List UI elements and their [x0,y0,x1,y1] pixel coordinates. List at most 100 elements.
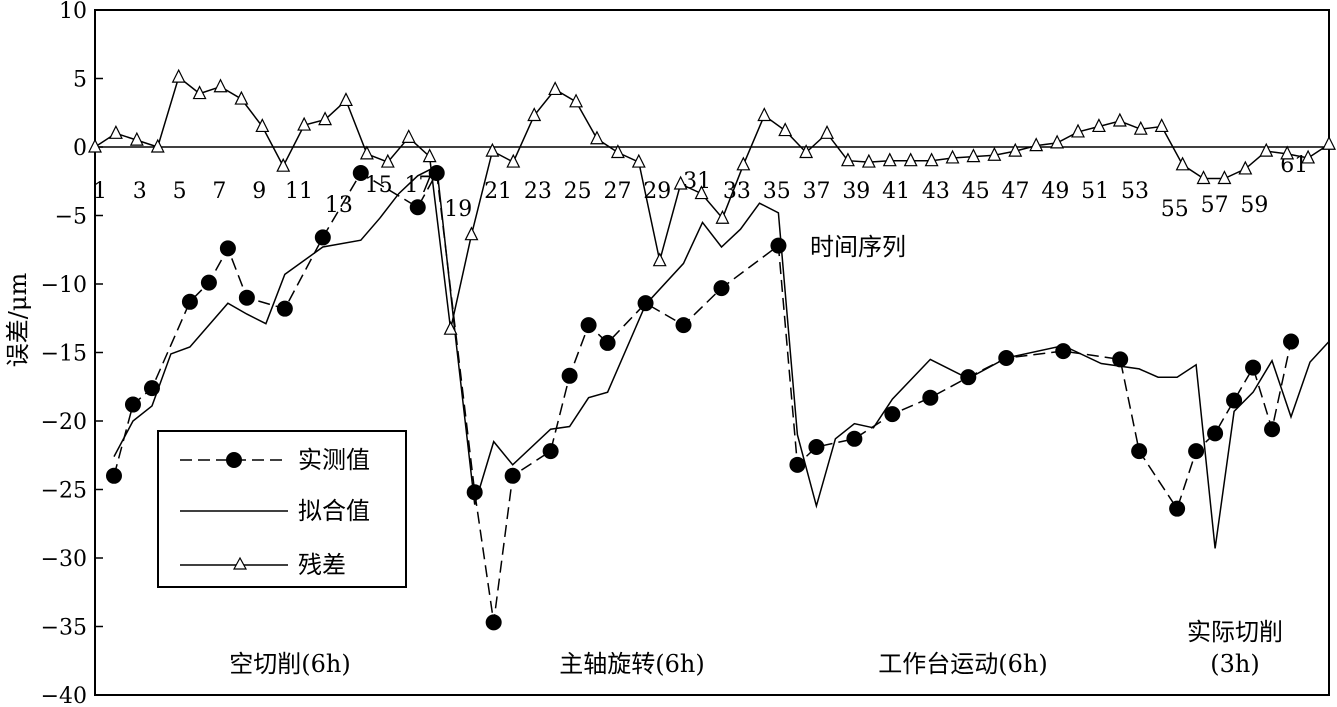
x-tick-label: 7 [212,179,226,204]
measured-point-17 [580,317,597,334]
measured-point-33 [1169,500,1186,517]
measured-point-37 [1245,359,1262,376]
residual-point-15 [401,129,416,144]
measured-point-19 [637,295,654,312]
legend-residual-marker [232,556,248,570]
x-tick-label: 39 [842,179,870,204]
residual-point-38 [882,152,897,167]
residual-point-57 [1280,145,1295,160]
x-tick-label: 57 [1201,193,1229,218]
y-tick-label: −40 [41,684,87,707]
measured-point-2 [143,380,160,397]
measured-point-12 [466,484,483,501]
x-tick-label: 59 [1240,193,1268,218]
x-tick-label: 15 [365,173,393,198]
residual-point-54 [1217,170,1232,185]
measured-point-13 [485,614,502,631]
residual-point-11 [318,111,333,126]
residual-point-25 [610,144,625,159]
residual-point-44 [1008,142,1023,157]
x-tick-label: 25 [564,179,592,204]
residual-point-49 [1112,112,1127,127]
region-label-actual-cutting: 实际切削 [1187,618,1283,646]
residual-point-41 [945,149,960,164]
residual-point-14 [380,153,395,168]
measured-point-9 [352,165,369,182]
measured-point-35 [1207,425,1224,442]
residual-point-59 [1322,135,1336,150]
measured-point-3 [181,293,198,310]
residual-point-24 [589,130,604,145]
residual-point-43 [987,146,1002,161]
x-tick-label: 1 [93,179,107,204]
residual-point-27 [652,252,667,267]
measured-point-7 [276,300,293,317]
residual-point-31 [736,156,751,171]
residual-point-46 [1050,134,1065,149]
y-axis: 10 5 0 −5 −10 −15 −20 −25 −30 −35 −40 [41,0,103,707]
measured-point-24 [808,439,825,456]
x-tick-label: 27 [603,179,631,204]
x-tick-label: 3 [133,179,147,204]
residual-point-13 [359,145,374,160]
x-tick-label: 17 [404,173,432,198]
residual-point-19 [485,142,500,157]
residual-point-7 [234,90,249,105]
residual-point-47 [1071,123,1085,138]
legend-box [157,430,407,588]
y-tick-label: −35 [41,616,87,641]
residual-point-23 [569,93,584,108]
measured-point-0 [105,467,122,484]
residual-point-40 [924,152,939,167]
residual-point-28 [673,175,688,190]
residual-point-21 [527,107,542,122]
x-tick-label: 45 [962,179,990,204]
x-tick-label: 37 [803,179,831,204]
residual-point-33 [778,122,793,137]
region-label-empty-cutting: 空切削(6h) [229,650,350,678]
measured-point-26 [884,406,901,423]
legend-measured-label: 实测值 [298,446,370,474]
residual-point-39 [903,152,918,167]
region-label-spindle-rotation: 主轴旋转(6h) [559,650,704,678]
measured-point-32 [1131,443,1148,460]
y-tick-label: −25 [41,479,87,504]
legend: 实测值 拟合值 残差 [157,430,407,588]
measured-point-39 [1283,333,1300,350]
residual-point-20 [506,153,521,168]
x-tick-label: 51 [1081,179,1109,204]
residual-point-52 [1175,156,1190,171]
measured-point-1 [124,396,141,413]
x-tick-label: 9 [252,179,266,204]
y-tick-label: −20 [41,410,87,435]
residual-point-29 [694,185,709,200]
residual-point-6 [213,78,228,93]
region-sublabel-actual-cutting: (3h) [1210,650,1259,678]
x-tick-label: 53 [1121,179,1149,204]
residual-point-51 [1154,118,1169,133]
x-tick-label: 47 [1002,179,1030,204]
residual-point-55 [1238,160,1253,175]
measured-point-27 [922,389,939,406]
x-tick-label: 19 [444,197,472,222]
residual-point-5 [192,85,207,100]
series-line-1 [113,165,1330,549]
residual-point-17 [443,320,458,335]
measured-point-15 [542,443,559,460]
measured-point-38 [1264,421,1281,438]
measured-point-5 [219,240,236,257]
residual-point-37 [861,153,876,168]
x-tick-label: 11 [285,179,313,204]
residual-point-30 [715,209,730,224]
x-tick-label: 49 [1041,179,1069,204]
measured-point-34 [1188,443,1205,460]
y-tick-label: 0 [73,136,87,161]
measured-point-22 [770,237,787,254]
residual-point-58 [1301,149,1316,164]
residual-point-34 [799,144,814,159]
measured-point-18 [599,334,616,351]
measured-point-10 [409,199,426,216]
y-axis-title: 误差/μm [4,273,32,368]
